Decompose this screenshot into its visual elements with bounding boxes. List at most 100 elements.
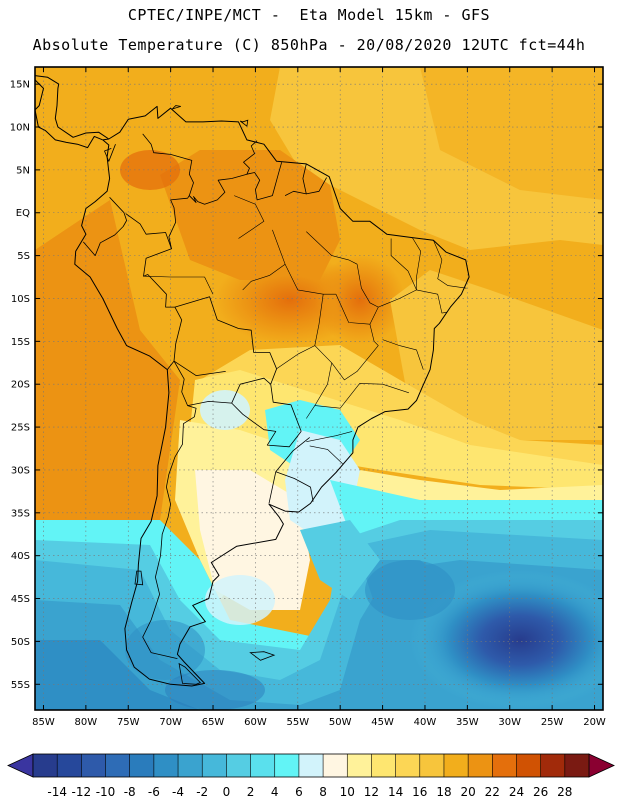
latitude-axis: 15N 10N 5N EQ 5S 10S 15S 20S 25S 30S 35S 40S 45S 50S 5… — [10, 80, 603, 691]
state-boundary — [382, 339, 424, 370]
colorbar-tick-label: 2 — [247, 785, 255, 799]
state-boundary — [412, 237, 422, 290]
lat-lon-grid — [35, 67, 603, 710]
lat-tick-label: 10N — [10, 123, 30, 134]
lon-tick-label: 85W — [32, 717, 55, 728]
colorbar-swatch — [492, 754, 517, 777]
island-outline — [249, 651, 276, 661]
temperature-colorbar: -14 -12 -10 -8 -6 -4 -2 0 2 4 6 8 10 12 14 16 18 20 22 24 26… — [7, 753, 615, 799]
colorbar-swatch — [419, 754, 445, 777]
colorbar-tick-label: 28 — [557, 785, 572, 799]
colorbar-swatch — [564, 754, 590, 777]
map-title-line-1: CPTEC/INPE/MCT - Eta Model 15km - GFS — [127, 6, 491, 24]
state-boundary — [356, 264, 379, 325]
country-border — [268, 437, 310, 504]
longitude-axis: 85W 80W 75W 70W 65W 60W 55W 50W 45W 40W 35W 30W 25W 2… — [32, 67, 606, 728]
political-boundaries — [34, 75, 470, 687]
colorbar-tick-label: -6 — [148, 785, 160, 799]
country-border — [275, 471, 314, 502]
colorbar-swatch — [57, 754, 82, 777]
colorbar-swatch — [226, 754, 251, 777]
country-border — [82, 197, 127, 257]
country-border — [187, 400, 302, 448]
colorbar-swatch — [129, 754, 155, 777]
country-border — [142, 133, 258, 205]
colorbar-tick-label: 12 — [364, 785, 379, 799]
colorbar-swatch — [516, 754, 541, 777]
lon-tick-label: 80W — [75, 717, 98, 728]
lon-tick-label: 45W — [371, 717, 394, 728]
state-boundary — [433, 240, 467, 289]
state-boundary — [314, 341, 379, 381]
lat-tick-label: 15N — [10, 80, 30, 91]
colorbar-swatch — [395, 754, 421, 777]
state-boundary — [306, 231, 358, 265]
colorbar-tick-label: 4 — [271, 785, 279, 799]
colorbar-swatch — [468, 754, 493, 777]
colorbar-tick-label: -12 — [71, 785, 91, 799]
colorbar-swatch — [153, 754, 179, 777]
state-boundary — [306, 431, 353, 442]
lat-tick-label: 55S — [11, 680, 30, 691]
colorbar-swatch — [202, 754, 227, 777]
colorbar-tick-label: 26 — [533, 785, 548, 799]
colorbar-swatch — [178, 754, 203, 777]
country-border — [174, 296, 302, 432]
colorbar-tick-label: 6 — [295, 785, 303, 799]
state-boundary — [314, 383, 409, 409]
colorbar-tick-label: 22 — [485, 785, 500, 799]
colorbar-tick-label: 8 — [319, 785, 327, 799]
lat-tick-label: EQ — [16, 208, 30, 219]
state-boundary — [234, 195, 265, 239]
state-boundary — [284, 264, 336, 295]
colorbar-tick-label: -10 — [96, 785, 116, 799]
colorbar-tick-label: 0 — [223, 785, 231, 799]
colorbar-swatch — [371, 754, 396, 777]
lon-tick-label: 65W — [202, 717, 225, 728]
lat-tick-label: 5S — [17, 251, 30, 262]
lat-tick-label: 25S — [11, 423, 30, 434]
lat-tick-label: 5N — [16, 165, 30, 176]
lon-tick-label: 20W — [583, 717, 606, 728]
state-boundary — [335, 294, 375, 342]
colorbar-tick-label: 24 — [509, 785, 524, 799]
temperature-field — [35, 67, 603, 710]
lon-tick-label: 60W — [244, 717, 267, 728]
colorbar-outline — [32, 753, 590, 778]
lat-tick-label: 50S — [11, 637, 30, 648]
lon-tick-label: 75W — [117, 717, 140, 728]
colorbar-swatch — [250, 754, 276, 777]
colorbar-swatch — [347, 754, 372, 777]
lat-tick-label: 15S — [11, 337, 30, 348]
colorbar-tick-label: -8 — [124, 785, 136, 799]
colorbar-swatch — [298, 754, 324, 777]
colorbar-tick-label: 10 — [340, 785, 355, 799]
state-boundary — [143, 275, 214, 295]
country-border — [168, 195, 197, 249]
lon-tick-label: 40W — [414, 717, 437, 728]
lon-tick-label: 50W — [329, 717, 352, 728]
colorbar-swatch — [443, 754, 469, 777]
country-border — [125, 213, 183, 370]
colorbar-swatch — [33, 754, 58, 777]
lon-tick-label: 30W — [498, 717, 521, 728]
lat-tick-label: 20S — [11, 380, 30, 391]
country-border — [173, 360, 226, 377]
colorbar-tick-label: 20 — [460, 785, 475, 799]
island-outline — [172, 105, 181, 110]
country-border — [246, 162, 283, 201]
island-outline — [239, 119, 249, 127]
colorbar-tick-label: 14 — [388, 785, 403, 799]
island-outline — [134, 570, 144, 586]
colorbar-swatch — [81, 754, 106, 777]
colorbar-swatch — [274, 754, 300, 777]
map-frame — [34, 66, 604, 711]
lat-tick-label: 35S — [11, 508, 30, 519]
country-border — [231, 377, 271, 404]
colorbar-tick-label: -14 — [47, 785, 67, 799]
coastline-south-america — [74, 105, 470, 687]
colorbar-tick-label: 16 — [412, 785, 427, 799]
state-boundary — [378, 238, 417, 308]
lat-tick-label: 40S — [11, 551, 30, 562]
